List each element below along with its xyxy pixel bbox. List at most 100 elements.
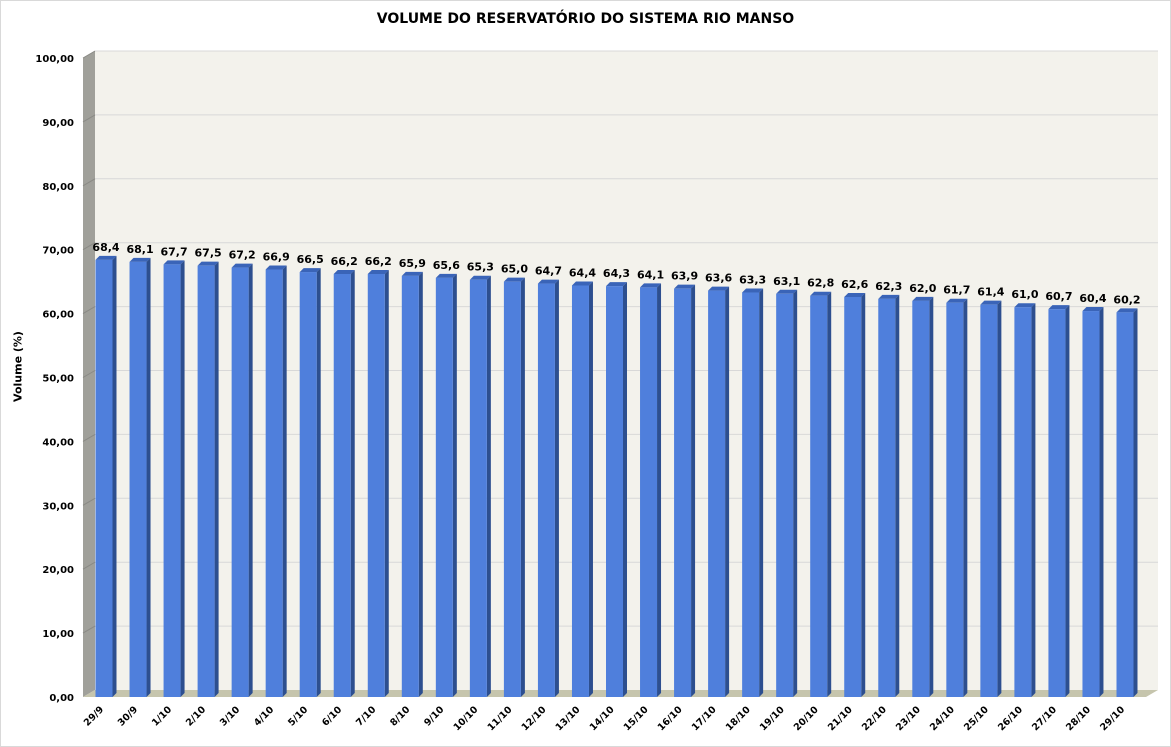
data-label: 62,8 [807, 277, 834, 290]
bar [1048, 309, 1066, 697]
bar [674, 288, 692, 697]
bar-top [129, 257, 151, 262]
bar [469, 279, 487, 697]
x-tick-label: 29/10 [1098, 704, 1127, 733]
bar [1082, 311, 1100, 697]
bar [537, 283, 555, 697]
bar-side [759, 288, 764, 697]
x-tick-label: 2/10 [184, 704, 209, 729]
bar-side [929, 296, 934, 697]
x-tick-label: 12/10 [520, 704, 549, 733]
data-label: 61,7 [943, 284, 970, 297]
y-tick-label: 40,00 [42, 437, 74, 448]
bar [878, 298, 896, 697]
bar [980, 304, 998, 697]
bar-top [878, 294, 900, 299]
y-tick-label: 100,00 [35, 54, 74, 65]
x-tick-label: 3/10 [218, 704, 243, 729]
bar [708, 290, 726, 697]
gridline-side [82, 178, 96, 187]
bar-side [418, 271, 423, 697]
bar-side [623, 282, 627, 697]
bar-top [1082, 307, 1104, 312]
bar-side [520, 277, 525, 697]
bar [776, 293, 794, 697]
x-tick-label: 21/10 [826, 704, 855, 733]
bar-side [384, 269, 389, 697]
data-label: 67,2 [229, 249, 256, 262]
bar [367, 273, 385, 697]
bar-side [452, 273, 457, 697]
bar [197, 265, 215, 697]
x-tick-label: 6/10 [320, 704, 345, 729]
bar-top [980, 300, 1002, 305]
bar-side [350, 269, 355, 697]
bar [401, 275, 419, 697]
gridline-side [82, 50, 96, 59]
x-tick-label: 30/9 [116, 704, 140, 728]
y-tick-label: 0,00 [49, 693, 74, 704]
bar [435, 277, 453, 697]
bar-side [1065, 305, 1070, 697]
data-label: 62,6 [841, 278, 868, 291]
data-label: 63,6 [705, 272, 732, 285]
x-tick-label: 17/10 [690, 704, 719, 733]
bar-top [742, 288, 764, 293]
bar-top [95, 255, 117, 260]
bar [95, 259, 113, 697]
x-tick-label: 27/10 [1030, 704, 1059, 733]
bar-side [827, 291, 832, 697]
y-tick-label: 30,00 [42, 501, 74, 512]
bar [333, 273, 351, 697]
x-tick-label: 19/10 [758, 704, 787, 733]
data-label: 61,0 [1011, 288, 1038, 301]
bar-top [810, 291, 832, 296]
gridline-side [82, 242, 96, 251]
y-tick-label: 90,00 [42, 118, 74, 129]
bar-side [486, 275, 491, 697]
bar [810, 295, 828, 697]
bar-top [469, 275, 491, 280]
bar-top [537, 279, 559, 284]
x-tick-label: 26/10 [996, 704, 1025, 733]
y-tick-label: 20,00 [42, 565, 74, 576]
data-label: 68,4 [92, 241, 119, 254]
bar-top [265, 265, 287, 270]
data-label: 63,1 [773, 275, 800, 288]
data-label: 66,2 [331, 255, 358, 268]
bar [606, 286, 623, 697]
x-tick-label: 20/10 [792, 704, 821, 733]
bar [231, 267, 249, 697]
data-label: 64,1 [637, 268, 664, 281]
bar [129, 261, 147, 697]
bar [265, 269, 283, 697]
bar-top [435, 273, 457, 278]
bar-top [571, 281, 593, 286]
x-tick-label: 10/10 [452, 704, 481, 733]
data-label: 66,9 [263, 251, 290, 264]
bar [912, 300, 930, 697]
data-label: 65,0 [501, 263, 528, 276]
y-tick-label: 60,00 [42, 310, 74, 321]
x-tick-label: 24/10 [928, 704, 957, 733]
bar-side [657, 283, 662, 697]
bar-side [180, 260, 185, 697]
data-label: 65,6 [433, 259, 460, 272]
x-tick-label: 13/10 [554, 704, 583, 733]
bar-side [963, 298, 968, 697]
gridline-side [82, 306, 96, 315]
gridline-side [82, 497, 96, 506]
x-tick-label: 23/10 [894, 704, 923, 733]
bar [742, 292, 760, 697]
bar-side [248, 263, 253, 697]
x-tick-label: 22/10 [860, 704, 889, 733]
bar-side [146, 257, 151, 697]
data-label: 63,3 [739, 274, 766, 287]
bar-side [214, 261, 219, 697]
x-tick-label: 11/10 [486, 704, 515, 733]
x-tick-label: 14/10 [588, 704, 617, 733]
bar-side [112, 255, 117, 697]
bar-side [1099, 307, 1104, 697]
bar-side [1133, 308, 1138, 697]
